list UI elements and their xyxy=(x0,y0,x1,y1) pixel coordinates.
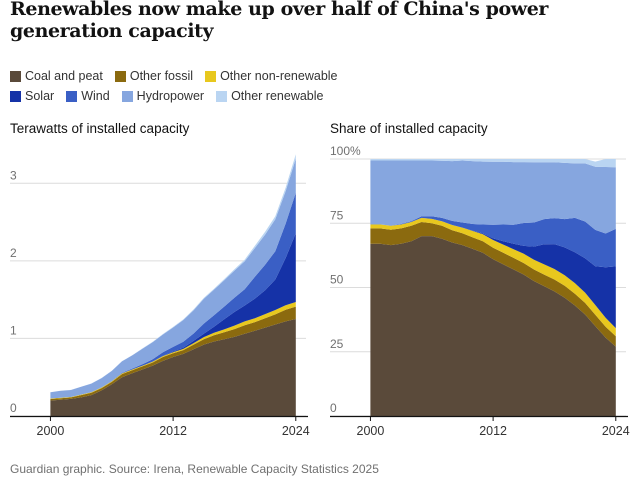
legend-swatch xyxy=(114,70,126,82)
right-panel-title: Share of installed capacity xyxy=(330,121,488,136)
left-panel-title: Terawatts of installed capacity xyxy=(10,121,190,136)
chart-title: Renewables now make up over half of Chin… xyxy=(10,0,549,42)
y-tick-label: 75 xyxy=(330,208,344,222)
legend-label: Other non-renewable xyxy=(220,69,338,83)
x-tick-label: 2000 xyxy=(37,424,65,438)
series-area xyxy=(370,236,616,416)
legend-swatch xyxy=(66,90,78,102)
x-tick-label: 2012 xyxy=(159,424,187,438)
y-tick-label: 2 xyxy=(10,246,17,260)
source-note: Guardian graphic. Source: Irena, Renewab… xyxy=(10,462,379,476)
y-tick-label: 50 xyxy=(330,273,344,287)
legend-swatch xyxy=(10,70,21,82)
y-tick-label: 100% xyxy=(330,144,361,158)
series-area xyxy=(50,319,296,416)
y-tick-label: 3 xyxy=(10,168,17,182)
y-tick-label: 0 xyxy=(330,401,337,415)
series-area xyxy=(370,217,616,337)
series-area xyxy=(50,192,296,399)
series-area xyxy=(370,160,616,234)
y-tick-label: 0 xyxy=(10,401,17,415)
series-area xyxy=(370,222,616,347)
legend-item: Solar xyxy=(10,89,54,103)
series-area xyxy=(370,159,616,168)
y-tick-label: 25 xyxy=(330,337,344,351)
legend-item: Wind xyxy=(66,89,110,103)
legend-row: Coal and peat Other fossil Other non-renew… xyxy=(10,66,610,86)
legend-swatch xyxy=(10,90,21,102)
legend-item: Other non-renewable xyxy=(205,69,338,83)
x-tick-label: 2024 xyxy=(282,424,310,438)
legend-swatch xyxy=(205,70,217,82)
legend-label: Hydropower xyxy=(136,89,205,103)
legend-item: Other fossil xyxy=(114,69,194,83)
y-tick-label: 1 xyxy=(10,323,17,337)
legend-label: Other renewable xyxy=(231,89,324,103)
legend-label: Solar xyxy=(25,89,55,103)
series-area xyxy=(370,216,616,268)
legend-label: Wind xyxy=(81,89,110,103)
series-area xyxy=(50,302,296,399)
x-tick-label: 2012 xyxy=(479,424,507,438)
legend-swatch xyxy=(216,90,228,102)
series-area xyxy=(370,217,616,329)
legend: Coal and peat Other fossil Other non-renew… xyxy=(10,66,610,106)
legend-label: Coal and peat xyxy=(25,69,103,83)
legend-row: Solar Wind Hydropower Other renewable xyxy=(10,86,610,106)
x-tick-label: 2000 xyxy=(357,424,385,438)
series-area xyxy=(50,306,296,401)
legend-item: Coal and peat xyxy=(10,69,103,83)
legend-item: Other renewable xyxy=(216,89,323,103)
x-tick-label: 2024 xyxy=(602,424,630,438)
series-area xyxy=(50,158,296,399)
legend-item: Hydropower xyxy=(121,89,205,103)
legend-label: Other fossil xyxy=(129,69,194,83)
series-area xyxy=(50,233,296,399)
legend-swatch xyxy=(121,90,133,102)
